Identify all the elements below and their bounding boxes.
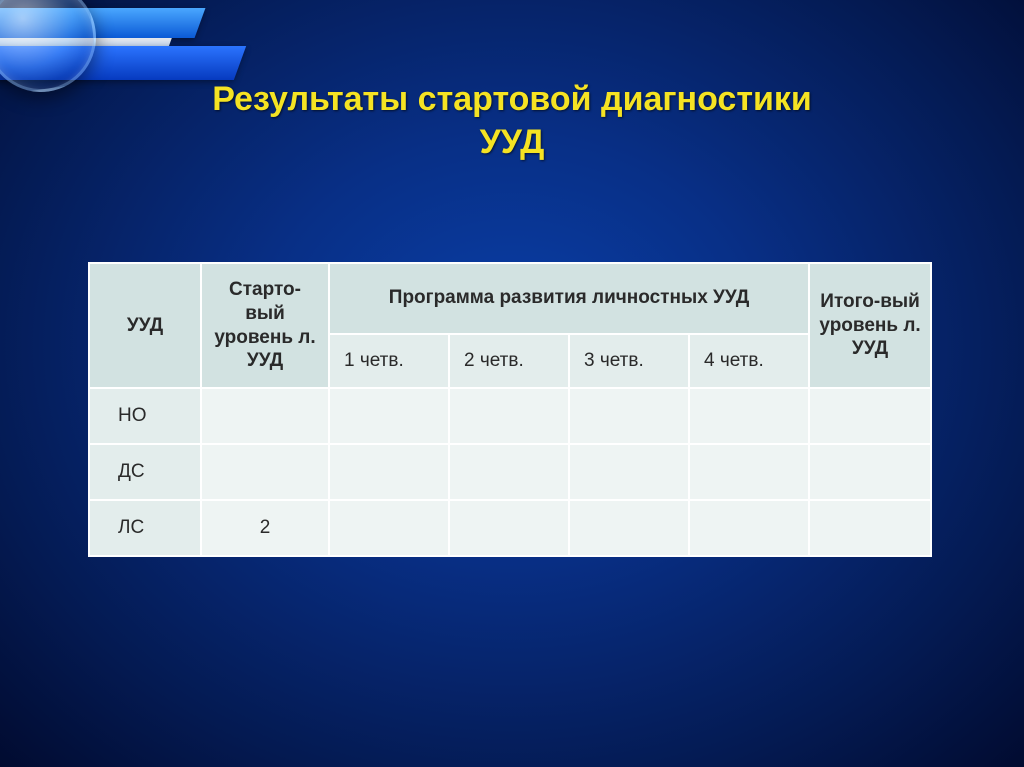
cell-q2 bbox=[449, 388, 569, 444]
table-row: ДС bbox=[89, 444, 931, 500]
col-header-program: Программа развития личностных УУД bbox=[329, 263, 809, 334]
cell-final bbox=[809, 444, 931, 500]
title-line1: Результаты стартовой диагностики bbox=[212, 80, 812, 118]
cell-start: 2 bbox=[201, 500, 329, 556]
cell-q1 bbox=[329, 444, 449, 500]
col-header-q4: 4 четв. bbox=[689, 334, 809, 388]
row-label: НО bbox=[89, 388, 201, 444]
cell-q4 bbox=[689, 444, 809, 500]
cell-q4 bbox=[689, 500, 809, 556]
cell-q2 bbox=[449, 444, 569, 500]
cell-q1 bbox=[329, 388, 449, 444]
cell-start bbox=[201, 444, 329, 500]
cell-final bbox=[809, 388, 931, 444]
cell-start bbox=[201, 388, 329, 444]
table-row: НО bbox=[89, 388, 931, 444]
page-title: Результаты стартовой диагностики УУД bbox=[0, 78, 1024, 163]
results-table-container: УУД Старто-вый уровень л. УУД Программа … bbox=[88, 262, 930, 557]
table-row: ЛС 2 bbox=[89, 500, 931, 556]
row-label: ЛС bbox=[89, 500, 201, 556]
results-table: УУД Старто-вый уровень л. УУД Программа … bbox=[88, 262, 932, 557]
col-header-uud: УУД bbox=[89, 263, 201, 388]
col-header-q2: 2 четв. bbox=[449, 334, 569, 388]
title-line2: УУД bbox=[480, 123, 545, 161]
cell-q1 bbox=[329, 500, 449, 556]
decor-bar bbox=[0, 8, 205, 38]
row-label: ДС bbox=[89, 444, 201, 500]
col-header-q3: 3 четв. bbox=[569, 334, 689, 388]
col-header-start-level: Старто-вый уровень л. УУД bbox=[201, 263, 329, 388]
cell-final bbox=[809, 500, 931, 556]
cell-q3 bbox=[569, 388, 689, 444]
col-header-q1: 1 четв. bbox=[329, 334, 449, 388]
cell-q3 bbox=[569, 444, 689, 500]
cell-q3 bbox=[569, 500, 689, 556]
col-header-final-level: Итого-вый уровень л. УУД bbox=[809, 263, 931, 388]
cell-q2 bbox=[449, 500, 569, 556]
decor-bar bbox=[0, 38, 172, 48]
decor-bar bbox=[0, 46, 246, 80]
cell-q4 bbox=[689, 388, 809, 444]
